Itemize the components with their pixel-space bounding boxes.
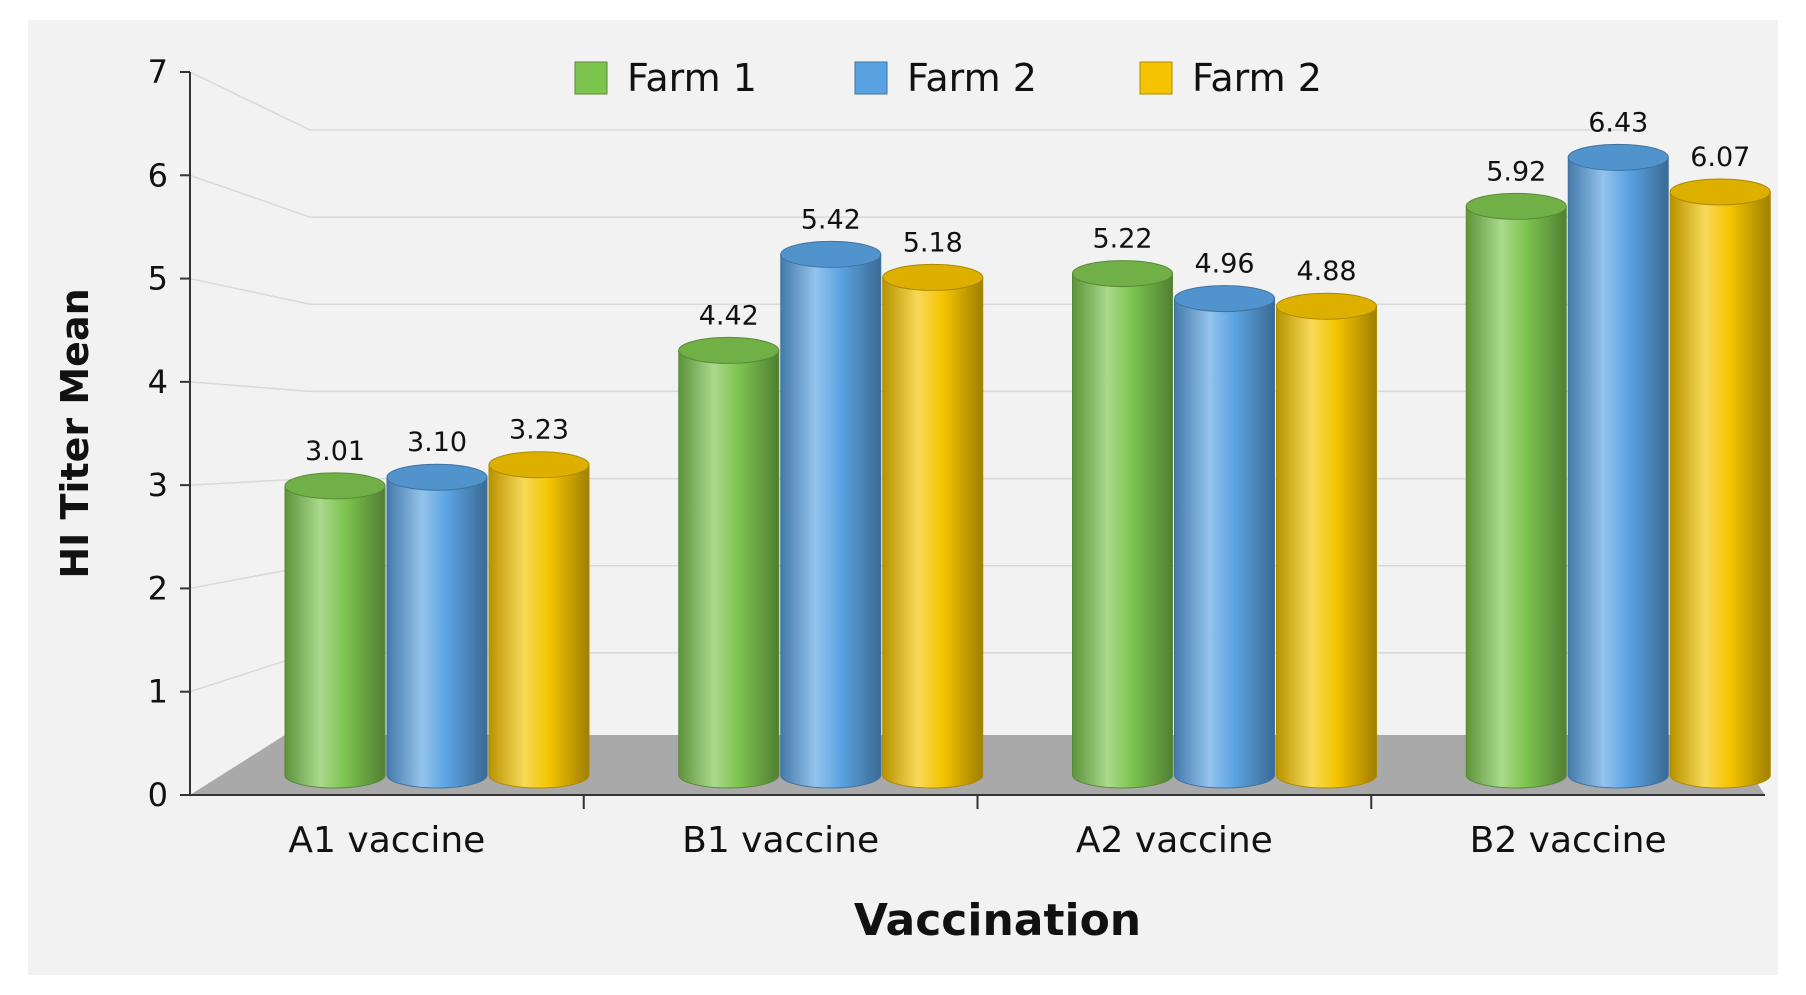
bar bbox=[882, 263, 984, 789]
bar bbox=[780, 240, 882, 789]
legend-swatch bbox=[574, 61, 608, 95]
bar-top bbox=[1174, 285, 1275, 313]
bar-top bbox=[1567, 143, 1669, 171]
legend-label: Farm 1 bbox=[627, 56, 757, 100]
data-label: 4.88 bbox=[1296, 256, 1356, 287]
x-tick-label: B2 vaccine bbox=[1470, 820, 1667, 861]
bar-top bbox=[488, 451, 590, 479]
bar bbox=[386, 463, 488, 789]
gridline bbox=[189, 71, 1625, 131]
data-label: 4.96 bbox=[1194, 249, 1254, 280]
x-tick-label: B1 vaccine bbox=[682, 820, 879, 861]
legend-item: Farm 2 bbox=[854, 56, 1037, 100]
bar-body bbox=[882, 276, 984, 789]
bar-top bbox=[780, 240, 882, 268]
y-tick-label: 4 bbox=[148, 363, 168, 401]
x-axis-title: Vaccination bbox=[854, 895, 1141, 946]
y-tick-label: 7 bbox=[148, 53, 168, 91]
bars bbox=[284, 143, 1771, 789]
y-tick-label: 0 bbox=[148, 776, 168, 814]
bar bbox=[1567, 143, 1669, 789]
x-tick-label: A2 vaccine bbox=[1076, 820, 1273, 861]
y-ticks: 0 1 2 3 4 5 6 7 bbox=[148, 53, 190, 814]
data-label: 4.42 bbox=[699, 300, 759, 331]
legend-label: Farm 2 bbox=[907, 56, 1037, 100]
legend-swatch bbox=[1139, 61, 1173, 95]
bar-top bbox=[284, 472, 386, 500]
bar-body bbox=[1567, 156, 1669, 789]
gridline bbox=[189, 174, 1625, 218]
bar bbox=[1669, 178, 1771, 789]
bar-top bbox=[882, 263, 984, 291]
bar bbox=[1276, 292, 1377, 789]
bar-body bbox=[1276, 305, 1377, 789]
legend-item: Farm 1 bbox=[574, 56, 757, 100]
bar-body bbox=[678, 349, 780, 789]
y-tick-label: 1 bbox=[148, 673, 168, 711]
y-tick-label: 6 bbox=[148, 156, 168, 194]
data-label: 3.10 bbox=[407, 427, 467, 458]
y-tick-label: 5 bbox=[148, 260, 168, 298]
legend: Farm 1 Farm 2 Farm 2 bbox=[574, 56, 1322, 100]
bar-top bbox=[1276, 292, 1377, 320]
y-tick-label: 3 bbox=[148, 466, 168, 504]
bar-top bbox=[1072, 260, 1173, 288]
bar bbox=[488, 451, 590, 789]
data-label: 6.43 bbox=[1588, 107, 1648, 138]
data-labels: 3.01 3.10 3.23 4.42 5.42 5.18 5.22 4.96 4.88 5.92… bbox=[305, 107, 1750, 467]
bar-top bbox=[1669, 178, 1771, 206]
data-label: 5.18 bbox=[903, 227, 963, 258]
data-label: 3.23 bbox=[509, 415, 569, 446]
bar-body bbox=[780, 253, 882, 789]
bar bbox=[678, 336, 780, 789]
bar-body bbox=[1174, 298, 1275, 789]
bar-body bbox=[386, 476, 488, 789]
bar-body bbox=[488, 464, 590, 789]
data-label: 3.01 bbox=[305, 436, 365, 467]
y-axis-title: HI Titer Mean bbox=[53, 288, 97, 578]
bar-body bbox=[1465, 205, 1567, 789]
bar-body bbox=[1072, 273, 1173, 789]
data-label: 5.92 bbox=[1486, 156, 1546, 187]
data-label: 5.22 bbox=[1092, 224, 1152, 255]
data-label: 5.42 bbox=[801, 204, 861, 235]
x-tick-label: A1 vaccine bbox=[288, 820, 485, 861]
data-label: 6.07 bbox=[1690, 142, 1750, 173]
bar-top bbox=[386, 463, 488, 491]
legend-item: Farm 2 bbox=[1139, 56, 1322, 100]
bar bbox=[284, 472, 386, 789]
legend-swatch bbox=[854, 61, 888, 95]
bar-body bbox=[284, 485, 386, 789]
bar-body bbox=[1669, 191, 1771, 789]
bar-top bbox=[1465, 192, 1567, 220]
legend-label: Farm 2 bbox=[1192, 56, 1322, 100]
bar bbox=[1174, 285, 1275, 789]
y-tick-label: 2 bbox=[148, 569, 168, 607]
bar bbox=[1465, 192, 1567, 789]
bar bbox=[1072, 260, 1173, 789]
bar-top bbox=[678, 336, 780, 364]
